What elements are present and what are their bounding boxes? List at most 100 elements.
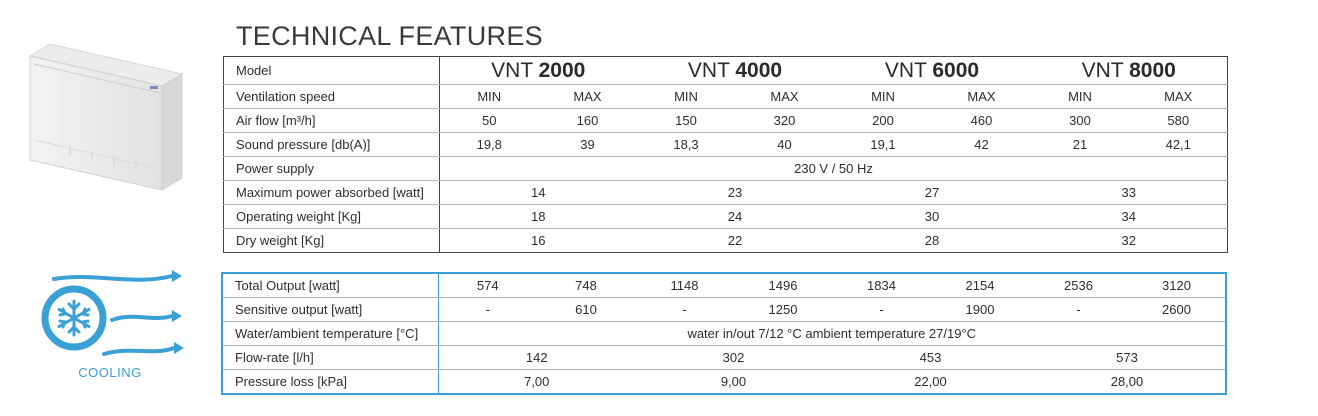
cell: - — [438, 297, 537, 322]
row-label: Operating weight [Kg] — [223, 204, 440, 229]
row-label: Water/ambient temperature [°C] — [222, 321, 439, 346]
cell: 1250 — [734, 297, 832, 322]
flow-rate-row: Flow-rate [l/h] 142 302 453 573 — [222, 345, 1226, 370]
cell: 150 — [636, 108, 736, 133]
pressure-loss-row: Pressure loss [kPa] 7,00 9,00 22,00 28,0… — [222, 369, 1226, 394]
cell: MAX — [932, 84, 1031, 109]
cell: 32 — [1121, 233, 1136, 248]
model-row: Model VNT 2000 VNT 4000 VNT 6000 VNT 800… — [223, 56, 1228, 85]
cell: 14 — [439, 180, 637, 205]
cell: 453 — [832, 345, 1029, 370]
cell: - — [832, 297, 931, 322]
technical-features-table: Model VNT 2000 VNT 4000 VNT 6000 VNT 800… — [223, 56, 1228, 253]
model-header: VNT 4000 — [636, 56, 834, 85]
cell: MIN — [1030, 84, 1130, 109]
cell: 33 — [1030, 180, 1228, 205]
row-label: Total Output [watt] — [222, 273, 439, 298]
page-title: TECHNICAL FEATURES — [236, 21, 543, 51]
cell: 9,00 — [720, 374, 747, 389]
cell: 40 — [735, 132, 834, 157]
cooling-table: Total Output [watt] 574 748 1148 1496 18… — [221, 272, 1227, 395]
cell: 19,1 — [833, 132, 933, 157]
cell: 30 — [833, 204, 1031, 229]
cell: MIN — [439, 84, 539, 109]
row-label: Sensitive output [watt] — [222, 297, 439, 322]
cell: 574 — [438, 273, 537, 298]
cell: 39 — [538, 132, 637, 157]
model-number: 2000 — [538, 59, 586, 82]
cell: 7,00 — [524, 374, 550, 389]
cell: MAX — [1129, 84, 1228, 109]
cell: 28 — [924, 233, 940, 248]
water-temperature-row: Water/ambient temperature [°C] water in/… — [222, 321, 1226, 346]
model-header: VNT 6000 — [833, 56, 1031, 85]
cell: 22 — [727, 233, 743, 248]
cell: MIN — [833, 84, 933, 109]
cell: 2600 — [1128, 297, 1226, 322]
cell: 160 — [538, 108, 637, 133]
cell: 42 — [932, 132, 1031, 157]
cell: MAX — [538, 84, 637, 109]
row-label: Pressure loss [kPa] — [222, 369, 439, 394]
sensitive-output-row: Sensitive output [watt] - 610 - 1250 - 1… — [222, 297, 1226, 322]
row-label: Model — [223, 56, 440, 85]
cell: 302 — [635, 345, 832, 370]
cell: 19,8 — [439, 132, 539, 157]
cell: 610 — [537, 297, 635, 322]
cell: 320 — [735, 108, 834, 133]
cell: 28,00 — [1110, 374, 1144, 389]
cell: 142 — [438, 345, 635, 370]
cell: 24 — [636, 204, 834, 229]
cell: 22,00 — [914, 374, 947, 389]
dry-weight-row: Dry weight [Kg] 16 22 28 32 — [223, 228, 1228, 253]
cell: 300 — [1030, 108, 1130, 133]
fan-coil-unit-image — [28, 43, 184, 191]
row-label: Dry weight [Kg] — [223, 228, 440, 253]
cell: - — [635, 297, 734, 322]
row-label: Air flow [m³/h] — [223, 108, 440, 133]
ventilation-speed-row: Ventilation speed MIN MAX MIN MAX MIN MA… — [223, 84, 1228, 109]
power-supply-row: Power supply 230 V / 50 Hz — [223, 156, 1228, 181]
row-label: Sound pressure [db(A)] — [223, 132, 440, 157]
row-label: Flow-rate [l/h] — [222, 345, 439, 370]
cell: 21 — [1030, 132, 1130, 157]
model-prefix: VNT — [687, 59, 730, 82]
cell: 1900 — [931, 297, 1029, 322]
cell: MAX — [735, 84, 834, 109]
cell: 50 — [439, 108, 539, 133]
air-flow-row: Air flow [m³/h] 50 160 150 320 200 460 3… — [223, 108, 1228, 133]
model-prefix: VNT — [1081, 59, 1124, 82]
cell: 18 — [439, 204, 637, 229]
cell: 23 — [636, 180, 834, 205]
cell: 748 — [537, 273, 635, 298]
model-prefix: VNT — [491, 59, 533, 82]
cell: water in/out 7/12 °C ambient temperature… — [438, 321, 1226, 346]
model-number: 8000 — [1129, 59, 1176, 82]
cell: 16 — [531, 233, 546, 248]
model-number: 6000 — [932, 59, 980, 82]
cell: 34 — [1030, 204, 1228, 229]
cell: 573 — [1029, 345, 1226, 370]
max-power-row: Maximum power absorbed [watt] 14 23 27 3… — [223, 180, 1228, 205]
row-label: Power supply — [223, 156, 440, 181]
cell: 42,1 — [1129, 132, 1228, 157]
model-header: VNT 8000 — [1030, 56, 1228, 85]
cell: - — [1029, 297, 1128, 322]
cell: MIN — [636, 84, 736, 109]
cell: 460 — [932, 108, 1031, 133]
cell: 1148 — [635, 273, 734, 298]
cell: 580 — [1129, 108, 1228, 133]
total-output-row: Total Output [watt] 574 748 1148 1496 18… — [222, 273, 1226, 298]
cell: 3120 — [1128, 273, 1226, 298]
cooling-label: COOLING — [78, 365, 142, 380]
cell: 200 — [833, 108, 933, 133]
model-number: 4000 — [735, 59, 783, 82]
cell: 1834 — [832, 273, 931, 298]
model-prefix: VNT — [884, 59, 927, 82]
cell: 27 — [833, 180, 1031, 205]
cell: 2154 — [931, 273, 1029, 298]
cell: 18,3 — [636, 132, 736, 157]
model-header: VNT 2000 — [439, 56, 637, 85]
cell: 1496 — [734, 273, 832, 298]
cell: 230 V / 50 Hz — [439, 156, 1228, 181]
